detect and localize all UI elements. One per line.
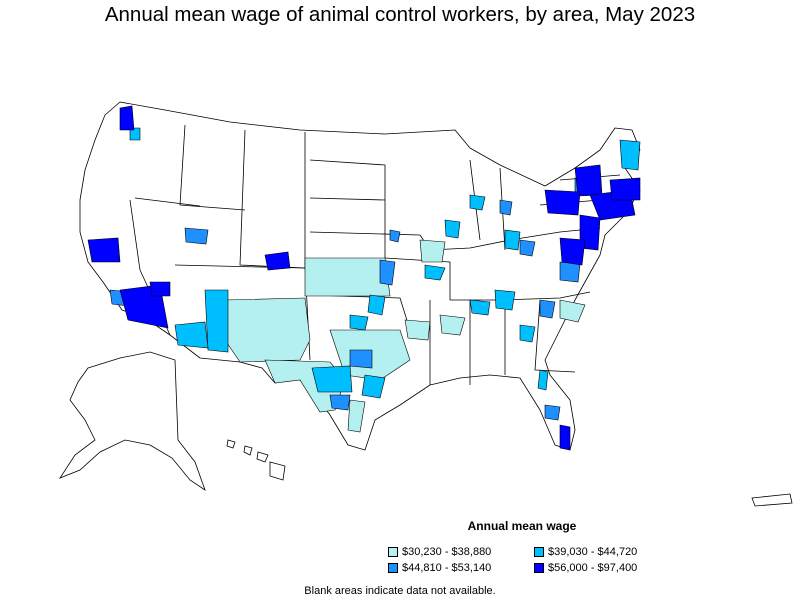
- legend-swatch-2: [534, 547, 544, 557]
- legend-label-3: $44,810 - $53,140: [402, 562, 492, 574]
- map-title: Annual mean wage of animal control worke…: [104, 3, 696, 26]
- legend-swatch-4: [534, 563, 544, 573]
- legend-swatch-1: [388, 547, 398, 557]
- hawaii-outline: [226, 439, 286, 481]
- legend-label-4: $56,000 - $97,400: [548, 562, 638, 574]
- footnote: Blank areas indicate data not available.: [304, 585, 496, 597]
- legend-item-1: $30,230 - $38,880: [388, 546, 491, 558]
- puerto-rico-outline: [751, 493, 793, 507]
- legend-item-4: $56,000 - $97,400: [534, 562, 637, 574]
- legend-title: Annual mean wage: [467, 519, 577, 533]
- legend-label-2: $39,030 - $44,720: [548, 546, 638, 558]
- legend-item-2: $39,030 - $44,720: [534, 546, 637, 558]
- legend-label-1: $30,230 - $38,880: [402, 546, 492, 558]
- legend-swatch-3: [388, 563, 398, 573]
- alaska-outline: [58, 351, 206, 492]
- legend-item-3: $44,810 - $53,140: [388, 562, 491, 574]
